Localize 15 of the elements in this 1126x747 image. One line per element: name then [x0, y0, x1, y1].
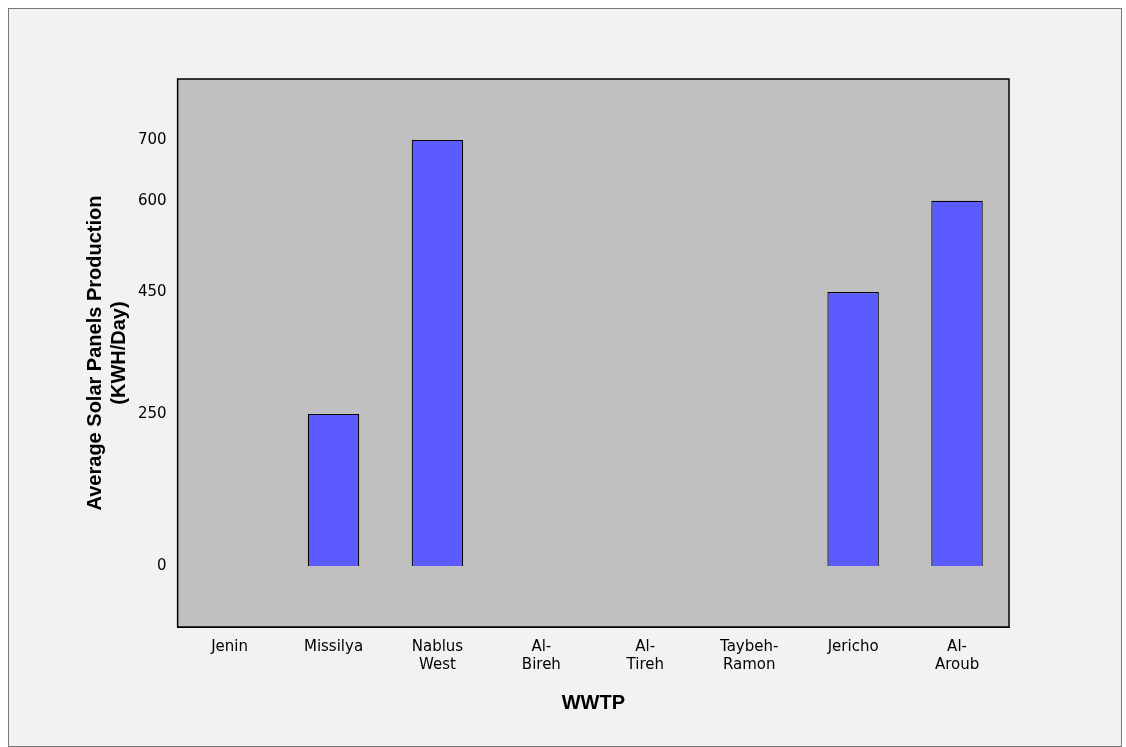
x-tick-label: Jericho: [826, 636, 879, 655]
x-tick-label: Nablus West: [411, 636, 464, 673]
y-tick-label: 0: [157, 556, 167, 574]
x-tick-label: Al-Tireh: [625, 636, 664, 673]
x-tick-label: Taybeh-Ramon: [718, 636, 779, 673]
y-axis-title: Average Solar Panels Production (KWH/Day): [82, 195, 129, 511]
y-tick-label: 700: [137, 129, 167, 148]
x-tick-label: Missilya: [303, 636, 364, 655]
x-tick-label: Jenin: [210, 636, 249, 655]
y-tick-label: 600: [137, 190, 167, 209]
x-tick-label: Al-Aroub: [934, 636, 980, 673]
y-tick-label: 250: [137, 403, 167, 422]
x-tick-label: Al-Bireh: [521, 636, 561, 673]
y-tick-label: 450: [137, 282, 167, 300]
x-axis-title: WWTP: [561, 690, 625, 713]
